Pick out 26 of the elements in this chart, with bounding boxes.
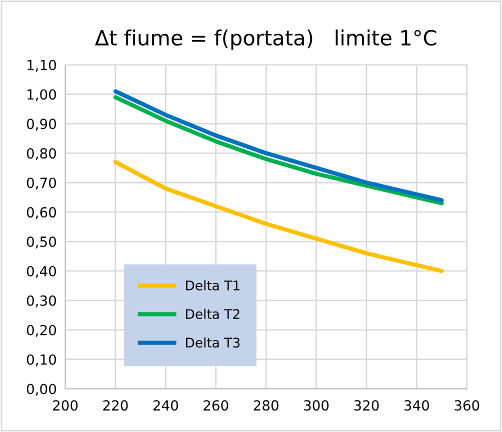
legend-label: Delta T3 [186, 337, 240, 348]
y-tick-label: 0,20 [26, 324, 56, 337]
y-tick-label: 0,30 [26, 295, 56, 308]
x-tick-label: 300 [304, 400, 329, 411]
y-tick-label: 1,10 [28, 60, 56, 72]
y-tick-label: 0,90 [26, 118, 56, 131]
y-tick-label: 0,50 [26, 236, 56, 248]
y-tick-label: 1,00 [28, 89, 56, 102]
x-tick-label: 280 [254, 400, 278, 411]
x-tick-label: 340 [404, 400, 429, 411]
x-tick-label: 320 [354, 400, 379, 411]
y-tick-label: 0,70 [26, 178, 56, 190]
y-tick-label: 0,80 [26, 148, 56, 160]
y-tick-label: 0,40 [26, 266, 56, 278]
legend-label: Delta T1 [186, 280, 240, 290]
y-tick-label: 0,00 [26, 384, 56, 396]
chart-title: Δt fiume = f(portata) limite 1°C [94, 30, 436, 50]
x-tick-label: 240 [153, 400, 178, 411]
legend-label: Delta T2 [186, 308, 240, 320]
line-series [113, 160, 444, 274]
x-tick-label: 220 [103, 400, 128, 411]
x-tick-label: 200 [53, 400, 78, 411]
y-tick-label: 0,60 [26, 207, 56, 219]
x-tick-label: 360 [454, 400, 480, 411]
x-tick-label: 260 [204, 400, 228, 411]
y-tick-label: 0,10 [26, 354, 56, 366]
